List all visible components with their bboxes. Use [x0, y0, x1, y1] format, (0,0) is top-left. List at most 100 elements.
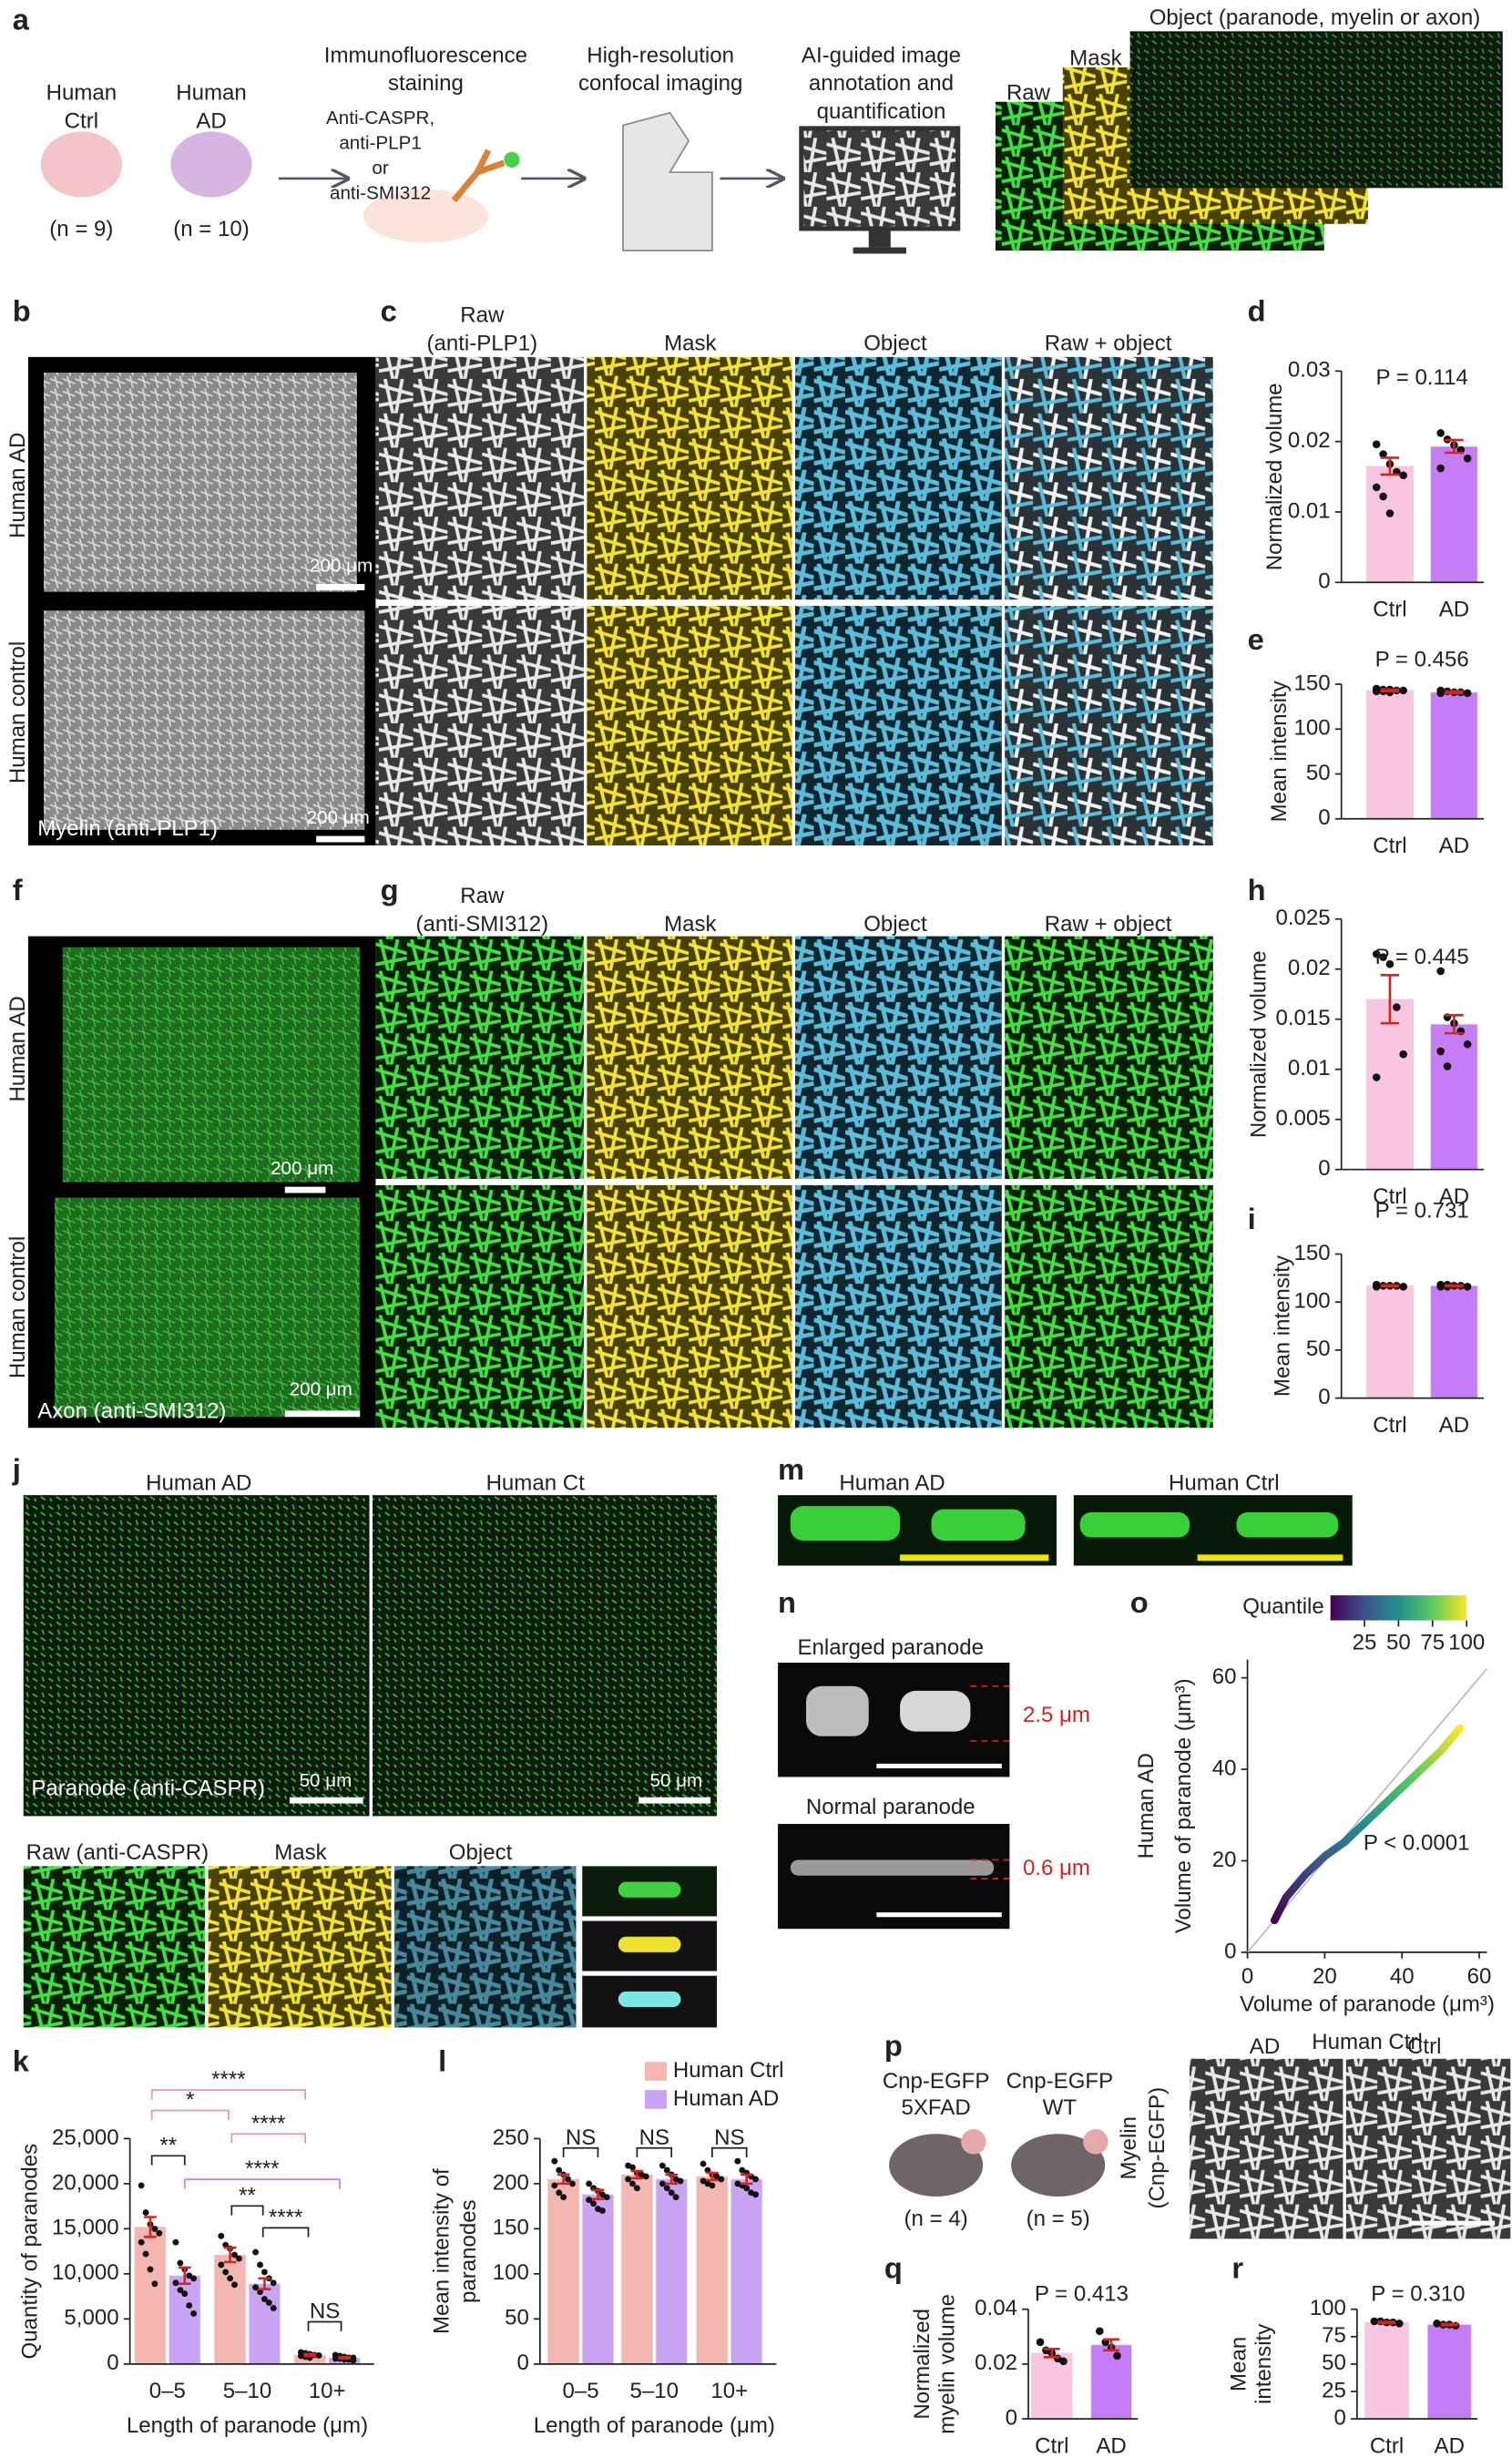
label: Paranode (anti-CASPR): [31, 1777, 265, 1801]
label: Immunofluorescence: [324, 43, 527, 67]
label: Normal paranode: [806, 1795, 976, 1819]
x-tick-label: AD: [1439, 1413, 1469, 1438]
data-point: [142, 2250, 149, 2258]
label: (Cnp-EGFP): [1145, 2087, 1170, 2209]
bar: [1090, 2344, 1132, 2420]
y-group-label: Human AD: [1134, 1753, 1159, 1859]
significance-bracket: [636, 2146, 673, 2158]
data-point: [709, 2182, 716, 2189]
y-tick-label: 0.01: [1288, 1056, 1331, 1080]
image-g: [1005, 936, 1213, 1180]
data-point: [633, 2185, 640, 2192]
y-axis-label: myelin volume: [935, 2294, 960, 2434]
label: Human AD: [5, 996, 30, 1101]
label: WT: [1043, 2095, 1078, 2120]
image-g: [587, 936, 792, 1180]
y-tick-label: 0: [1318, 1156, 1330, 1181]
y-tick-label: 0: [516, 2350, 528, 2375]
data-point: [625, 2176, 632, 2183]
data-point: [142, 2209, 149, 2217]
label: (n = 5): [1027, 2207, 1090, 2231]
chart-title: P = 0.310: [1371, 2282, 1465, 2307]
data-point: [629, 2164, 636, 2171]
data-point: [1385, 959, 1395, 968]
data-point: [172, 2238, 179, 2246]
bar: [1430, 1285, 1478, 1399]
data-point: [231, 2281, 238, 2289]
y-tick-label: 100: [1294, 716, 1331, 741]
data-point: [1113, 2351, 1121, 2361]
data-point: [1379, 953, 1387, 961]
label: i: [1248, 1202, 1256, 1235]
bar: [1426, 2324, 1472, 2420]
label: h: [1248, 873, 1266, 906]
label: (anti-PLP1): [426, 331, 537, 355]
y-tick-label: 0: [1318, 1385, 1330, 1409]
brain-icon: [170, 131, 252, 198]
label: Ctrl: [65, 108, 98, 133]
data-point: [752, 2191, 759, 2198]
data-point: [1443, 1062, 1452, 1070]
significance-label: NS: [310, 2299, 340, 2324]
paranode-shape: [900, 1690, 971, 1732]
image-g: [794, 936, 1002, 1180]
y-axis-label: Normalized: [910, 2309, 935, 2420]
label: Human Ct: [486, 1470, 586, 1495]
image-p: [1345, 2058, 1511, 2239]
significance-label: NS: [639, 2125, 669, 2150]
y-axis-label: intensity: [1251, 2324, 1276, 2404]
significance-bracket: [183, 2178, 341, 2189]
tissue-image: [55, 1197, 361, 1418]
chart-title: P < 0.0001: [1364, 1831, 1470, 1856]
paranode-shape: [618, 1991, 681, 2008]
data-point: [1395, 2320, 1404, 2328]
bar: [730, 2178, 763, 2365]
significance-bracket: [711, 2146, 748, 2158]
data-point: [560, 2194, 567, 2201]
y-tick-label: 250: [493, 2125, 529, 2150]
y-tick-label: 25,000: [52, 2125, 119, 2150]
label: Cnp-EGFP: [883, 2069, 990, 2094]
label: p: [884, 2028, 903, 2062]
error-bar: [1445, 1284, 1464, 1288]
significance-label: ****: [211, 2067, 245, 2092]
data-point: [1399, 1283, 1407, 1291]
paranode-shape: [790, 1859, 995, 1876]
data-point: [151, 2280, 158, 2288]
y-tick-label: 0.025: [1275, 906, 1330, 930]
data-point: [590, 2200, 597, 2207]
data-point: [138, 2238, 145, 2246]
data-point: [261, 2269, 268, 2276]
significance-bracket: [230, 2133, 306, 2144]
data-point: [1379, 450, 1387, 458]
data-point: [1096, 2327, 1104, 2336]
x-tick-label: 5–10: [223, 2379, 272, 2403]
x-group-label: Human Ctrl: [1312, 2030, 1423, 2054]
bar: [581, 2194, 615, 2365]
label: r: [1231, 2250, 1243, 2284]
x-tick-label: AD: [1439, 598, 1469, 622]
data-point: [138, 2182, 145, 2189]
data-point: [668, 2189, 675, 2197]
error-bar: [1377, 2320, 1396, 2325]
label: AI-guided image: [802, 43, 961, 67]
error-bar: [223, 2246, 237, 2264]
label: (n = 4): [904, 2207, 968, 2231]
x-tick-label: 10+: [710, 2379, 748, 2403]
y-tick-label: 0.04: [975, 2296, 1017, 2320]
x-axis-label: Volume of paranode (μm³): [1240, 1992, 1495, 2017]
label: Human AD: [839, 1470, 945, 1495]
data-point: [700, 2160, 707, 2167]
x-tick-label: Ctrl: [1373, 1413, 1406, 1438]
data-point: [734, 2157, 741, 2165]
colorbar-label: Quantile: [1242, 1594, 1324, 1619]
label: Object (paranode, myelin or axon): [1149, 5, 1481, 30]
image-g: [794, 1184, 1002, 1429]
brain-icon: [40, 131, 123, 198]
label: f: [13, 873, 23, 906]
data-point: [218, 2232, 225, 2239]
label: c: [381, 293, 397, 327]
image-n: [778, 1824, 1010, 1930]
error-bar: [1445, 438, 1464, 455]
data-point: [598, 2207, 606, 2215]
